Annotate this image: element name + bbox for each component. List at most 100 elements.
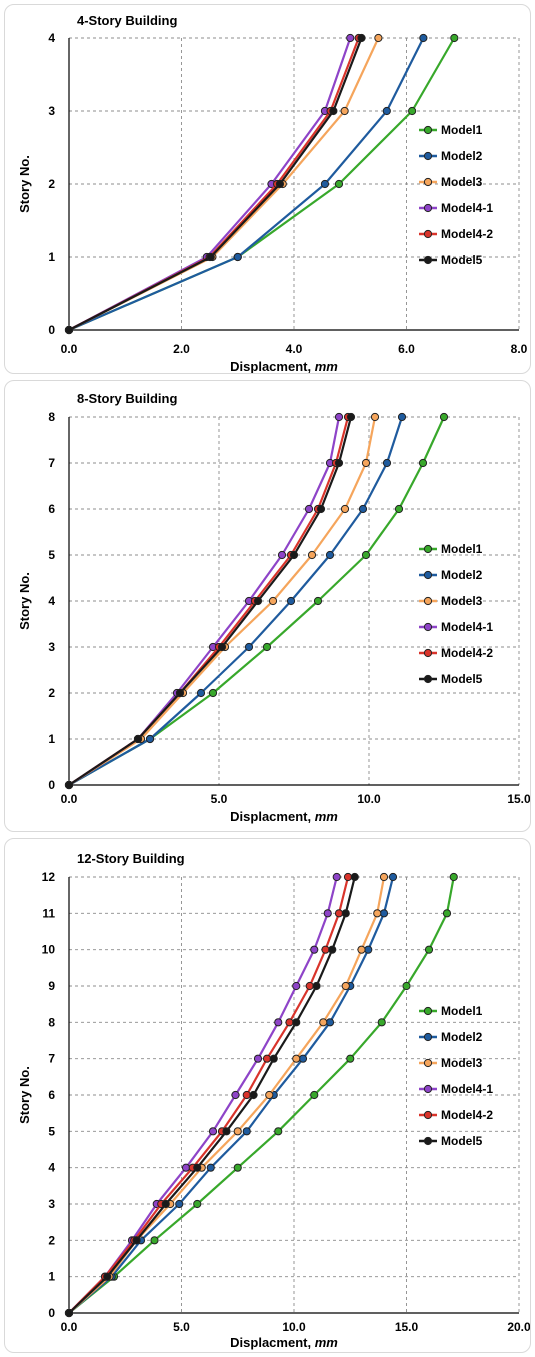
legend-marker-model4-2 xyxy=(423,648,433,658)
data-point-model1 xyxy=(274,1127,283,1136)
data-point-model4-2 xyxy=(343,872,353,882)
data-point-model1 xyxy=(424,945,434,954)
data-point-model2 xyxy=(242,1127,251,1136)
legend-marker-model1 xyxy=(423,1006,433,1016)
x-axis-label-text: Displacment, xyxy=(230,359,315,374)
legend-label-model2: Model2 xyxy=(441,1030,483,1044)
data-point-model4-1 xyxy=(208,1127,218,1136)
data-point-model2 xyxy=(325,1018,335,1027)
y-tick-label: 7 xyxy=(48,456,55,470)
x-tick-label: 2.0 xyxy=(173,342,190,356)
data-point-model1 xyxy=(310,1090,319,1100)
data-point-model5 xyxy=(269,1054,278,1063)
data-point-model3 xyxy=(379,872,389,882)
data-point-model2 xyxy=(379,909,389,918)
x-tick-label: 0.0 xyxy=(61,792,78,806)
data-point-model5 xyxy=(253,596,263,606)
y-tick-label: 3 xyxy=(48,1197,55,1211)
x-axis-unit: mm xyxy=(315,359,339,374)
data-point-model3 xyxy=(319,1018,328,1027)
x-tick-label: 15.0 xyxy=(507,792,531,806)
data-point-model5 xyxy=(161,1199,170,1209)
data-point-model1 xyxy=(334,179,344,189)
chart-panel-4-story: 0 1 2 3 4 0.0 2.0 4.0 6.0 8.0 4-Story Building Disp… xyxy=(4,4,531,374)
x-tick-label: 6.0 xyxy=(398,342,415,356)
x-axis-label-text: Displacment, xyxy=(230,1335,315,1350)
legend-label-model4-1: Model4-1 xyxy=(441,620,493,634)
data-point-model5 xyxy=(350,872,359,882)
data-point-model2 xyxy=(286,596,296,606)
data-point-model1 xyxy=(208,688,218,698)
chart-title: 12-Story Building xyxy=(77,851,185,866)
data-point-model4-1 xyxy=(231,1090,240,1100)
legend-marker-model4-2 xyxy=(423,1110,433,1120)
data-point-model5 xyxy=(64,1308,74,1318)
data-point-model1 xyxy=(402,981,411,991)
data-point-model5 xyxy=(193,1163,202,1172)
legend-marker-model2 xyxy=(423,570,433,580)
legend-label-model2: Model2 xyxy=(441,568,483,582)
data-point-model5 xyxy=(334,458,344,468)
x-tick-label: 4.0 xyxy=(286,342,303,356)
data-point-model2 xyxy=(320,179,330,189)
data-point-model1 xyxy=(442,909,452,918)
data-point-model3 xyxy=(361,458,371,468)
legend-label-model1: Model1 xyxy=(441,123,483,137)
legend-marker-model1 xyxy=(423,125,433,135)
y-tick-label: 0 xyxy=(48,323,55,337)
data-point-model3 xyxy=(268,596,278,606)
data-point-model5 xyxy=(206,252,215,262)
data-point-model1 xyxy=(262,642,272,652)
legend-marker-model5 xyxy=(423,255,433,265)
legend-label-model3: Model3 xyxy=(441,175,483,189)
chart-8-story: 0 1 2 3 4 5 6 7 8 0.0 5.0 10.0 15.0 8-Story Building D… xyxy=(17,391,531,824)
y-tick-label: 1 xyxy=(48,1270,55,1284)
data-point-model3 xyxy=(265,1090,274,1100)
legend-marker-model4-1 xyxy=(423,622,433,632)
x-tick-label: 10.0 xyxy=(282,1320,306,1334)
data-point-model1 xyxy=(377,1018,386,1027)
y-tick-label: 0 xyxy=(48,1306,55,1320)
data-point-model2 xyxy=(419,33,428,43)
x-axis-label: Displacment, mm xyxy=(230,359,338,374)
data-point-model5 xyxy=(222,1127,231,1136)
data-point-model2 xyxy=(382,106,391,116)
legend-marker-model2 xyxy=(423,151,433,161)
data-point-model1 xyxy=(449,872,458,882)
x-axis-label: Displacment, mm xyxy=(230,1335,338,1350)
legend-label-model4-1: Model4-1 xyxy=(441,201,493,215)
data-point-model2 xyxy=(206,1163,215,1172)
data-point-model4-2 xyxy=(242,1090,251,1100)
x-tick-label: 0.0 xyxy=(61,1320,78,1334)
y-tick-label: 7 xyxy=(48,1052,55,1066)
y-tick-label: 6 xyxy=(48,1088,55,1102)
data-point-model4-2 xyxy=(285,1018,294,1027)
data-point-model5 xyxy=(175,688,185,698)
y-tick-label: 4 xyxy=(48,1161,55,1175)
legend-marker-model5 xyxy=(423,674,433,684)
legend-label-model5: Model5 xyxy=(441,672,483,686)
y-tick-label: 2 xyxy=(48,1233,55,1247)
legend-marker-model3 xyxy=(423,1058,433,1068)
data-point-model2 xyxy=(298,1054,308,1063)
y-tick-label: 8 xyxy=(48,1015,55,1029)
legend-marker-model4-1 xyxy=(423,203,433,213)
data-point-model5 xyxy=(316,504,326,514)
data-point-model4-1 xyxy=(332,872,341,882)
legend-marker-model3 xyxy=(423,596,433,606)
data-point-model3 xyxy=(233,1127,242,1136)
data-point-model5 xyxy=(329,106,338,116)
data-point-model2 xyxy=(364,945,373,954)
y-axis-label: Story No. xyxy=(17,155,32,213)
y-tick-label: 4 xyxy=(48,594,55,608)
x-tick-label: 5.0 xyxy=(173,1320,190,1334)
legend-marker-model5 xyxy=(423,1136,433,1146)
y-tick-label: 10 xyxy=(42,943,56,957)
data-point-model3 xyxy=(292,1054,301,1063)
data-point-model5 xyxy=(312,981,321,991)
data-point-model4-1 xyxy=(304,504,314,514)
chart-title: 8-Story Building xyxy=(77,391,177,406)
y-tick-label: 5 xyxy=(48,1124,55,1138)
data-point-model3 xyxy=(373,909,382,918)
data-point-model4-1 xyxy=(292,981,301,991)
